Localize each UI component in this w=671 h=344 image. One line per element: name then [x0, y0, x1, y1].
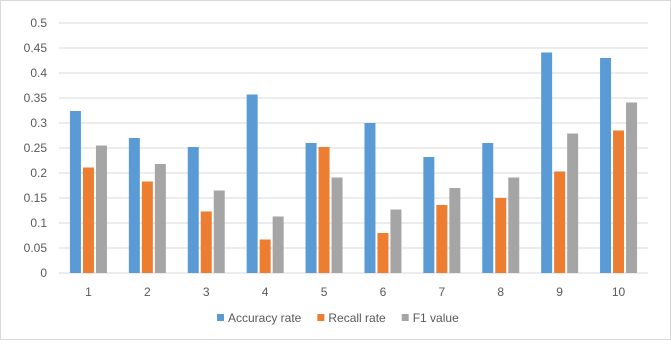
x-tick-label: 1 [85, 285, 92, 299]
bar-recall-rate [436, 205, 448, 273]
legend-swatch [217, 314, 224, 321]
bar-accuracy-rate [482, 143, 494, 273]
bar-accuracy-rate [128, 138, 140, 273]
bar-f1-value [95, 145, 107, 273]
x-tick-label: 3 [203, 285, 210, 299]
y-tick-label: 0 [40, 266, 47, 280]
bar-recall-rate [318, 147, 330, 273]
y-tick-label: 0.3 [30, 116, 47, 130]
bar-recall-rate [613, 130, 625, 273]
y-tick-label: 0.35 [24, 91, 48, 105]
y-axis-tick-labels: 0 0.05 0.1 0.15 0.2 0.25 0.3 0.35 0.4 0.45 0.5 [24, 16, 48, 280]
x-tick-label: 6 [380, 285, 387, 299]
bar-accuracy-rate [305, 143, 317, 273]
legend-label: F1 value [413, 311, 459, 325]
bar-recall-rate [495, 198, 507, 273]
x-tick-label: 4 [262, 285, 269, 299]
y-tick-label: 0.1 [30, 216, 47, 230]
x-tick-label: 7 [439, 285, 446, 299]
y-tick-label: 0.05 [24, 241, 48, 255]
legend: Accuracy rate Recall rate F1 value [217, 311, 459, 325]
y-tick-label: 0.25 [24, 141, 48, 155]
y-tick-label: 0.45 [24, 41, 48, 55]
bar-f1-value [213, 190, 225, 273]
bar-accuracy-rate [187, 147, 199, 273]
x-tick-label: 8 [497, 285, 504, 299]
legend-label: Recall rate [328, 311, 386, 325]
bar-accuracy-rate [423, 157, 435, 273]
bar-f1-value [508, 177, 520, 273]
y-tick-label: 0.4 [30, 66, 47, 80]
y-tick-label: 0.15 [24, 191, 48, 205]
bars [69, 52, 638, 273]
bar-recall-rate [259, 239, 271, 273]
bar-recall-rate [200, 211, 212, 273]
bar-accuracy-rate [364, 123, 376, 273]
bar-accuracy-rate [69, 111, 81, 273]
bar-recall-rate [141, 181, 153, 273]
bar-recall-rate [377, 233, 389, 273]
y-tick-label: 0.2 [30, 166, 47, 180]
bar-f1-value [626, 102, 638, 273]
bar-f1-value [449, 188, 461, 273]
bar-f1-value [331, 177, 343, 273]
x-tick-label: 10 [612, 285, 626, 299]
bar-recall-rate [82, 167, 94, 273]
bar-accuracy-rate [541, 52, 553, 273]
x-tick-label: 5 [321, 285, 328, 299]
legend-label: Accuracy rate [228, 311, 302, 325]
bar-f1-value [154, 164, 166, 273]
bar-accuracy-rate [246, 94, 258, 273]
bar-f1-value [567, 133, 579, 273]
legend-swatch [317, 314, 325, 321]
x-tick-label: 2 [144, 285, 151, 299]
grouped-bar-chart: 0 0.05 0.1 0.15 0.2 0.25 0.3 0.35 0.4 0.45 0.5 1 2 3… [24, 16, 648, 325]
bar-accuracy-rate [600, 58, 612, 273]
x-axis-tick-labels: 1 2 3 4 5 6 7 8 9 10 [85, 285, 625, 299]
bar-f1-value [390, 209, 402, 273]
legend-swatch [401, 314, 409, 321]
bar-recall-rate [554, 171, 566, 273]
y-tick-label: 0.5 [30, 16, 47, 30]
x-tick-label: 9 [556, 285, 563, 299]
bar-f1-value [272, 216, 284, 273]
